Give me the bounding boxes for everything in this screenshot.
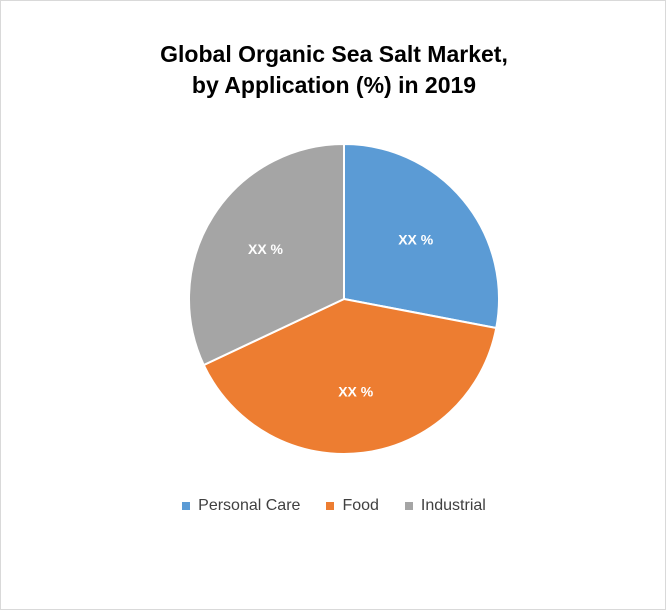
chart-title-line-1: Global Organic Sea Salt Market, [160, 41, 508, 67]
legend-swatch-personal-care [182, 502, 191, 510]
chart-title: Global Organic Sea Salt Market, by Appli… [1, 39, 666, 101]
chart-legend: Personal Care Food Industrial [1, 497, 666, 515]
legend-item-industrial: Industrial [404, 497, 486, 515]
legend-label-food: Food [342, 497, 379, 514]
legend-label-personal-care: Personal Care [198, 497, 301, 514]
data-label-industrial: XX % [248, 241, 284, 257]
pie-slice-food [202, 297, 498, 455]
legend-swatch-industrial [404, 502, 413, 510]
pie-slice-personal-care [343, 142, 500, 330]
legend-item-personal-care: Personal Care [182, 497, 300, 515]
legend-swatch-food [326, 502, 335, 510]
legend-label-industrial: Industrial [420, 497, 486, 514]
pie-slice-industrial [188, 142, 345, 367]
chart-title-line-2: by Application (%) in 2019 [191, 72, 477, 98]
legend-item-food: Food [326, 497, 379, 515]
data-label-food: XX % [338, 383, 374, 399]
data-label-personal-care: XX % [398, 232, 434, 248]
